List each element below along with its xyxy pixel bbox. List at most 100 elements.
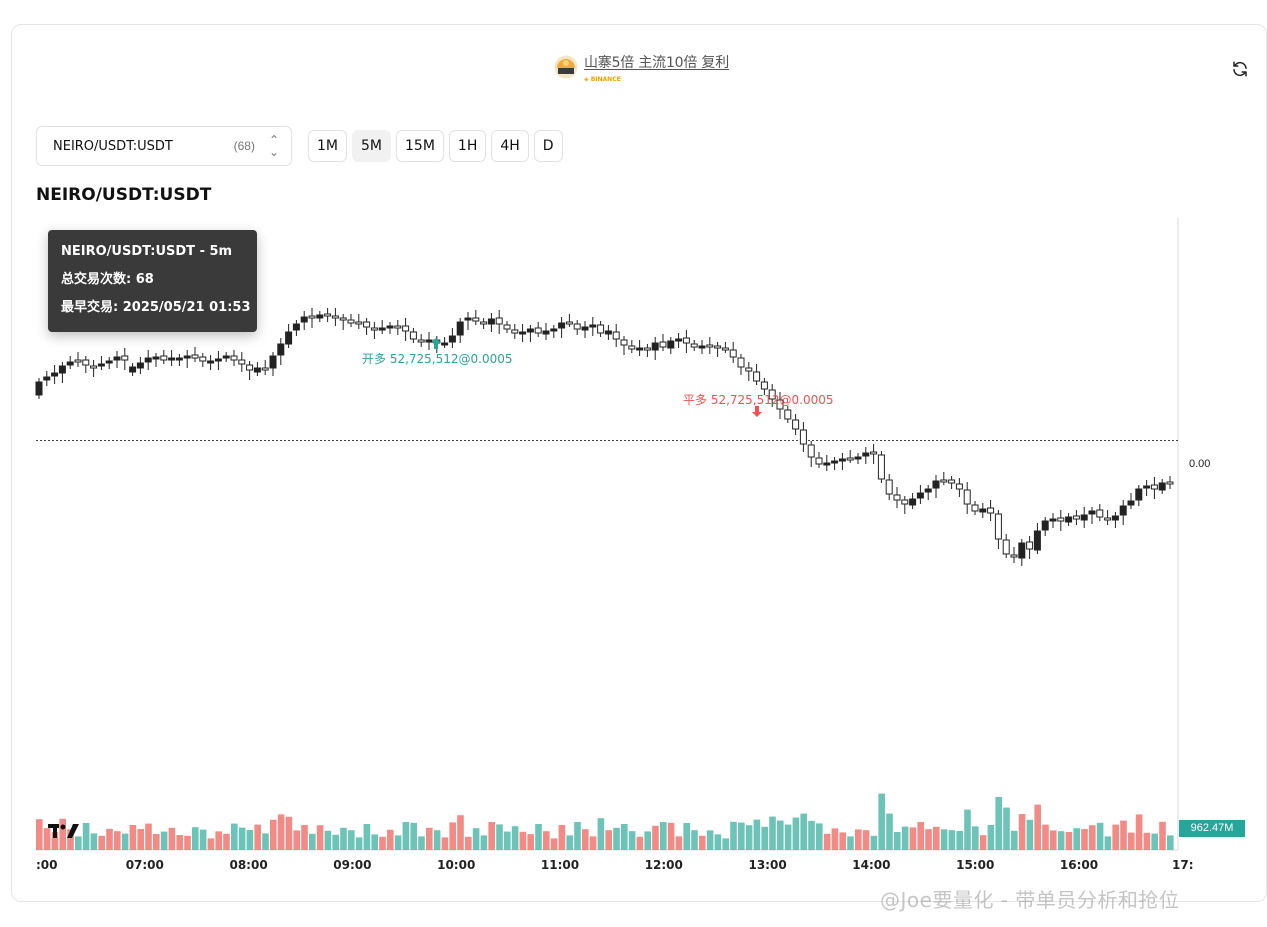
volume-bar (699, 835, 706, 850)
candle-body (370, 327, 378, 331)
candle-body (831, 460, 839, 464)
candle-body (269, 355, 277, 369)
volume-bar (660, 822, 667, 850)
volume-bar (309, 833, 316, 850)
volume-bar (176, 835, 183, 850)
candle-body (355, 321, 363, 325)
volume-bar (964, 809, 971, 850)
volume-bar (589, 836, 597, 850)
volume-bar (745, 825, 753, 850)
volume-bar (1089, 825, 1096, 850)
candle-body (776, 399, 784, 410)
candle-body (363, 321, 371, 328)
symbol-select[interactable]: NEIRO/USDT:USDT (68) ⌃ ⌄ (36, 126, 292, 166)
volume-bar (972, 826, 979, 850)
candle-body (394, 325, 402, 329)
volume-bar (1159, 821, 1166, 850)
volume-bar (597, 818, 605, 850)
volume-bar (714, 834, 722, 850)
candle-body (183, 355, 191, 359)
volume-bar (114, 831, 121, 850)
volume-bar (628, 831, 636, 850)
candle-body (121, 355, 129, 361)
candle-body (987, 507, 995, 514)
candle-body (690, 343, 698, 348)
candle-body (589, 324, 597, 328)
volume-bar (722, 838, 729, 850)
volume-bar (550, 838, 558, 850)
volume-bar (199, 829, 207, 850)
candle-body (300, 316, 308, 323)
volume-bar (995, 797, 1002, 850)
volume-bar (901, 826, 909, 850)
volume-bar (543, 831, 550, 850)
volume-bar (574, 822, 581, 850)
volume-bar (465, 836, 472, 850)
brand-title[interactable]: 山寨5倍 主流10倍 复利 (584, 55, 730, 71)
volume-bar (340, 827, 347, 850)
volume-bar (582, 829, 589, 850)
candle-body (1158, 482, 1166, 491)
volume-bar (792, 817, 800, 850)
candle-body (1026, 541, 1034, 550)
interval-button-15m[interactable]: 15M (396, 130, 444, 162)
volume-bar (504, 831, 511, 850)
volume-bar (43, 828, 51, 850)
candle-body (612, 331, 620, 340)
volume-bar (348, 830, 355, 850)
brand-header[interactable]: 山寨5倍 主流10倍 复利 ◈ BINANCE (554, 52, 729, 83)
candle-body (963, 489, 971, 505)
candle-body (503, 324, 511, 330)
volume-bar (1104, 836, 1112, 850)
candle-body (316, 314, 324, 319)
candle-body (448, 335, 456, 343)
exchange-name: BINANCE (590, 76, 621, 83)
volume-bar (878, 793, 885, 850)
candle-body (324, 313, 332, 317)
candle-body (58, 365, 66, 374)
candle-body (784, 409, 792, 420)
tradingview-logo-icon[interactable] (48, 822, 80, 840)
volume-bar (231, 823, 238, 850)
volume-bar (98, 835, 105, 850)
refresh-icon[interactable] (1231, 60, 1249, 78)
interval-button-1h[interactable]: 1H (448, 130, 487, 162)
volume-bar (652, 825, 659, 850)
trade-count: (68) (233, 139, 255, 153)
volume-bar (441, 837, 449, 850)
volume-bar (145, 823, 152, 850)
volume-bar (36, 819, 43, 850)
volume-bar (675, 836, 683, 850)
volume-bar (238, 827, 246, 850)
candle-body (43, 376, 51, 381)
candle-body (1166, 481, 1174, 485)
candle-body (1002, 539, 1010, 555)
candle-body (246, 364, 254, 371)
volume-bar (246, 830, 254, 850)
candle-body (636, 347, 644, 351)
volume-bar (1065, 832, 1073, 850)
volume-bar (925, 829, 932, 850)
price-axis-label: 0.00 (1189, 458, 1211, 470)
volume-bar (433, 830, 441, 850)
candle-body (1088, 510, 1096, 515)
time-tick-label: 09:00 (333, 858, 371, 872)
candle-body (409, 331, 417, 340)
candle-body (386, 325, 394, 329)
volume-bar (847, 836, 854, 850)
candle-body (378, 327, 386, 331)
candle-body (932, 480, 940, 489)
candle-body (573, 323, 581, 330)
interval-button-5m[interactable]: 5M (352, 130, 391, 162)
interval-button-4h[interactable]: 4H (491, 130, 529, 162)
candle-body (1018, 542, 1026, 559)
volume-bar (706, 830, 714, 850)
interval-button-1m[interactable]: 1M (308, 130, 347, 162)
candle-body (253, 367, 261, 373)
interval-button-d[interactable]: D (533, 130, 563, 162)
volume-bar (480, 835, 488, 850)
candle-body (838, 458, 846, 462)
candle-body (1080, 514, 1088, 521)
volume-bar (106, 828, 113, 850)
